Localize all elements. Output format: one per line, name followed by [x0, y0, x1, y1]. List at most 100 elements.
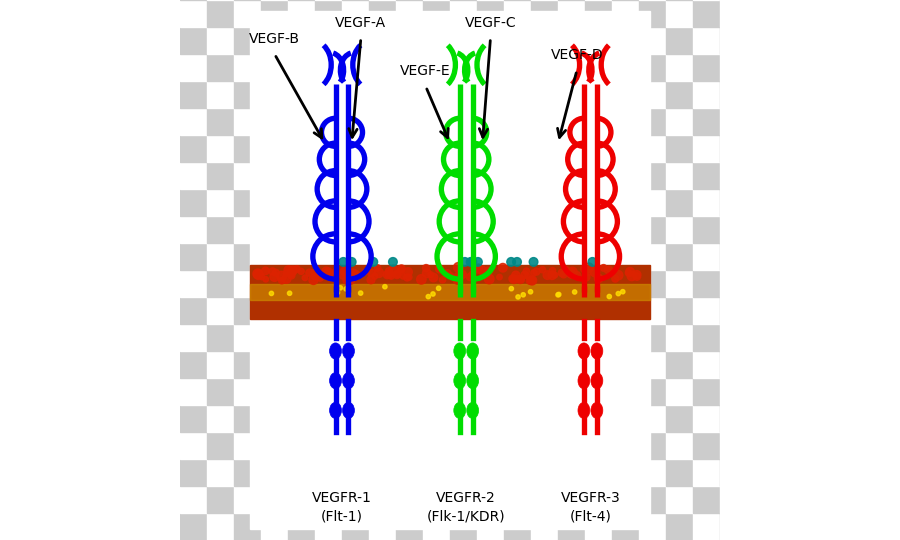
Circle shape	[374, 265, 381, 271]
Text: VEGF-B: VEGF-B	[249, 32, 300, 46]
Bar	[342, 378, 369, 405]
Bar	[720, 378, 747, 405]
Circle shape	[531, 269, 537, 276]
Circle shape	[398, 265, 405, 272]
Circle shape	[406, 274, 412, 280]
Circle shape	[288, 269, 295, 277]
Bar	[720, 216, 747, 243]
Bar	[558, 216, 585, 243]
Bar	[450, 324, 477, 351]
Circle shape	[311, 273, 319, 280]
Bar	[504, 216, 531, 243]
Bar	[423, 54, 450, 81]
Bar	[423, 378, 450, 405]
Bar	[369, 162, 396, 189]
Bar	[720, 54, 747, 81]
Bar	[369, 297, 396, 324]
Bar	[585, 108, 612, 135]
Bar	[720, 432, 747, 459]
Bar	[288, 135, 315, 162]
Bar	[585, 405, 612, 432]
Circle shape	[466, 273, 473, 281]
Circle shape	[309, 275, 318, 285]
Circle shape	[539, 267, 545, 273]
Bar	[450, 270, 477, 297]
Bar	[288, 189, 315, 216]
Circle shape	[558, 269, 566, 276]
Bar	[558, 486, 585, 513]
Circle shape	[472, 265, 480, 272]
Bar	[234, 459, 261, 486]
Circle shape	[368, 269, 375, 276]
Bar	[250, 265, 650, 319]
Bar	[720, 513, 747, 540]
Bar	[504, 27, 531, 54]
Bar	[315, 108, 342, 135]
Bar	[180, 216, 207, 243]
Bar	[693, 216, 720, 243]
Bar	[315, 297, 342, 324]
Bar	[180, 0, 207, 27]
Bar	[720, 189, 747, 216]
Bar	[531, 486, 558, 513]
Ellipse shape	[467, 343, 479, 359]
Bar	[693, 108, 720, 135]
Circle shape	[516, 295, 520, 299]
Circle shape	[508, 275, 517, 282]
Circle shape	[383, 271, 392, 279]
Bar	[450, 405, 477, 432]
Bar	[720, 81, 747, 108]
Bar	[207, 243, 234, 270]
Bar	[234, 0, 261, 27]
Bar	[180, 108, 207, 135]
Bar	[342, 54, 369, 81]
Bar	[342, 324, 369, 351]
Bar	[207, 324, 234, 351]
Circle shape	[323, 268, 333, 278]
Circle shape	[428, 272, 434, 278]
Bar	[261, 405, 288, 432]
Bar	[450, 0, 477, 27]
Circle shape	[288, 272, 295, 279]
Bar	[450, 27, 477, 54]
Circle shape	[344, 287, 348, 291]
Bar	[477, 54, 504, 81]
Bar	[585, 0, 612, 27]
Bar	[693, 405, 720, 432]
Circle shape	[594, 274, 603, 282]
Bar	[450, 135, 477, 162]
Bar	[342, 108, 369, 135]
Bar	[369, 216, 396, 243]
Bar	[396, 405, 423, 432]
Ellipse shape	[467, 402, 479, 418]
Bar	[396, 27, 423, 54]
Bar	[261, 54, 288, 81]
Circle shape	[448, 273, 454, 279]
Ellipse shape	[329, 373, 341, 389]
Bar	[207, 459, 234, 486]
Bar	[558, 351, 585, 378]
Bar	[288, 432, 315, 459]
Bar	[450, 243, 477, 270]
Bar	[531, 243, 558, 270]
Bar	[477, 297, 504, 324]
Bar	[639, 81, 666, 108]
Circle shape	[282, 274, 291, 284]
Bar	[396, 135, 423, 162]
Bar	[612, 405, 639, 432]
Bar	[693, 243, 720, 270]
Circle shape	[287, 291, 292, 295]
Bar	[288, 297, 315, 324]
Bar	[207, 189, 234, 216]
Bar	[288, 378, 315, 405]
Bar	[666, 54, 693, 81]
Bar	[639, 54, 666, 81]
Bar	[639, 270, 666, 297]
Circle shape	[584, 263, 593, 272]
Circle shape	[626, 267, 634, 276]
Bar	[531, 405, 558, 432]
Circle shape	[497, 274, 502, 280]
Ellipse shape	[454, 402, 465, 418]
Ellipse shape	[591, 373, 603, 389]
Bar	[288, 405, 315, 432]
